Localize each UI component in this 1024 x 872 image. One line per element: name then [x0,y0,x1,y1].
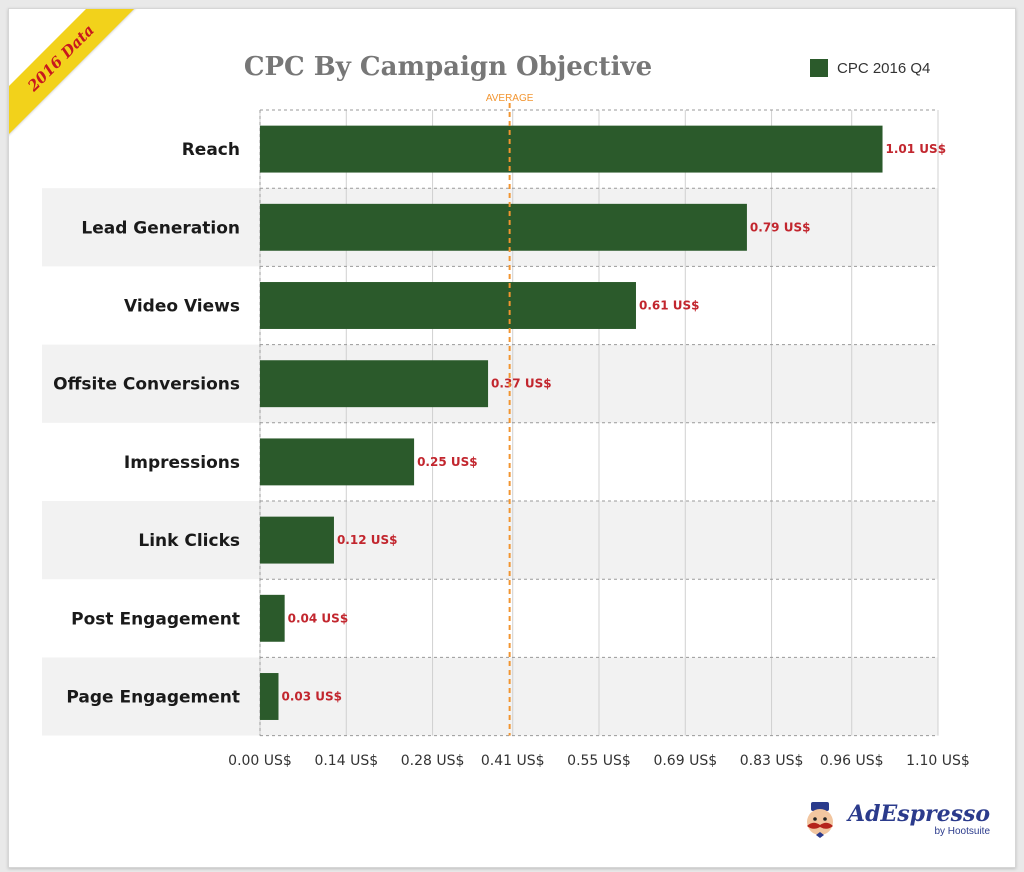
category-label: Page Engagement [66,688,240,708]
x-tick-label: 0.41 US$ [481,753,545,769]
data-label: 0.79 US$ [750,220,811,234]
bar [260,125,883,173]
data-label: 0.25 US$ [417,455,478,469]
bar [260,673,279,720]
bar [260,282,636,329]
average-label: AVERAGE [486,93,534,104]
x-tick-label: 0.83 US$ [740,753,804,769]
row-band [42,657,938,736]
legend-label: CPC 2016 Q4 [837,59,931,77]
x-tick-label: 0.14 US$ [314,753,378,769]
category-label: Reach [182,140,240,160]
x-tick-label: 0.69 US$ [653,753,717,769]
data-label: 1.01 US$ [886,142,947,156]
logo-sub: by Hootsuite [934,826,991,837]
bar [260,594,285,642]
adespresso-logo: AdEspresso by Hootsuite [800,800,990,840]
category-label: Post Engagement [71,609,240,629]
category-label: Offsite Conversions [53,375,240,395]
bar [260,203,747,251]
legend: CPC 2016 Q4 [810,59,930,77]
x-tick-label: 0.00 US$ [228,753,292,769]
category-label: Impressions [124,453,240,473]
chart-title: CPC By Campaign Objective [243,52,653,82]
bar [260,516,334,564]
row-band [42,344,938,423]
data-label: 0.03 US$ [281,690,342,704]
data-label: 0.12 US$ [337,533,398,547]
data-label: 0.04 US$ [288,611,349,625]
data-label: 0.61 US$ [639,299,700,313]
x-tick-label: 0.55 US$ [567,753,631,769]
x-tick-label: 0.28 US$ [401,753,465,769]
x-tick-label: 1.10 US$ [906,753,970,769]
legend-swatch [810,59,828,77]
bar [260,360,489,408]
category-label: Lead Generation [81,218,240,238]
data-label: 0.37 US$ [491,377,552,391]
mustache-mascot-icon [807,802,833,838]
bar [260,438,415,486]
logo-name: AdEspresso [848,801,991,827]
x-tick-label: 0.96 US$ [820,753,884,769]
category-label: Video Views [124,297,240,317]
category-label: Link Clicks [138,531,240,551]
row-band [42,501,938,580]
